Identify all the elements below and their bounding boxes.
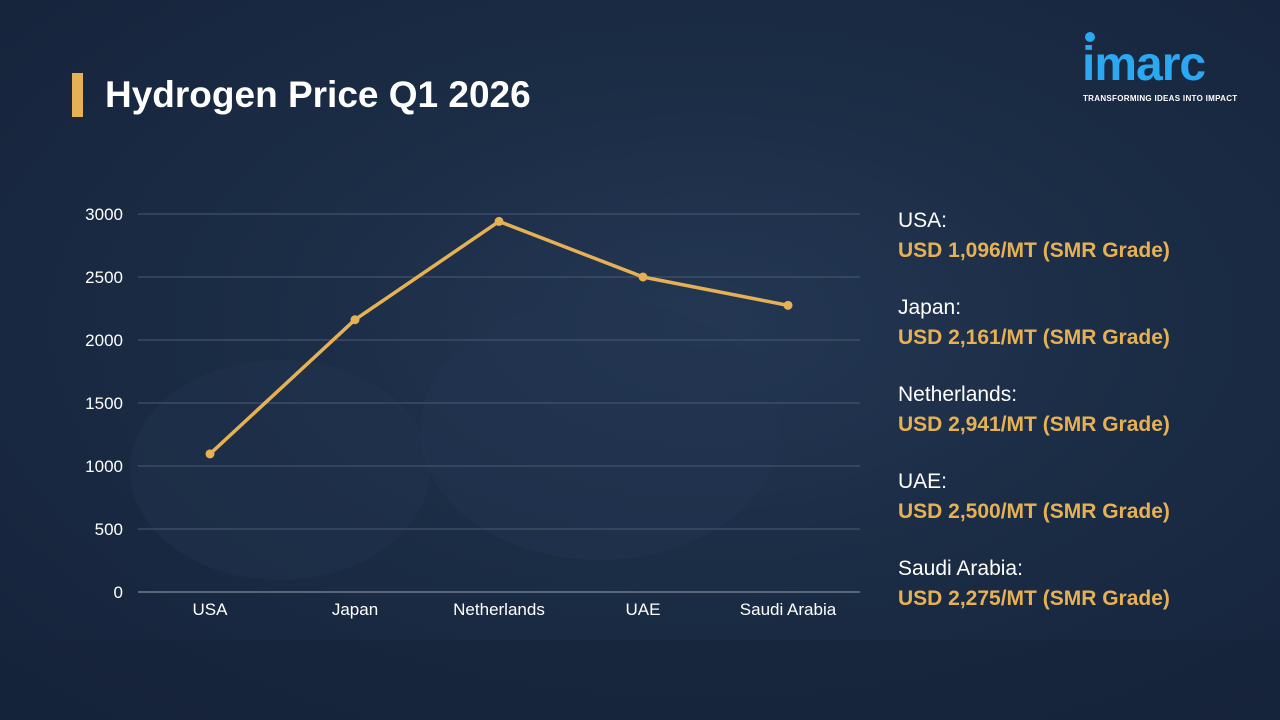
y-tick-label: 1000 [85, 457, 123, 476]
x-tick-label: USA [193, 600, 229, 619]
data-point [350, 315, 360, 325]
series-line [208, 219, 789, 456]
data-point [783, 300, 793, 310]
y-tick-label: 0 [114, 583, 123, 602]
price-value: USD 2,500/MT (SMR Grade) [898, 500, 1170, 523]
price-entry: Saudi Arabia: USD 2,275/MT (SMR Grade) [898, 555, 1170, 642]
x-tick-label: UAE [626, 600, 661, 619]
logo-dot [1085, 32, 1095, 42]
data-point [494, 216, 504, 226]
country-label: UAE: [898, 470, 948, 493]
price-entry: USA: USD 1,096/MT (SMR Grade) [898, 207, 1170, 294]
logo-tagline: TRANSFORMING IDEAS INTO IMPACT [1083, 94, 1238, 103]
x-tick-label: Japan [332, 600, 378, 619]
price-value: USD 2,941/MT (SMR Grade) [898, 413, 1170, 436]
y-tick-label: 2000 [85, 331, 123, 350]
price-entry: UAE: USD 2,500/MT (SMR Grade) [898, 468, 1170, 555]
country-label: Saudi Arabia: [898, 557, 1023, 580]
price-entry: Netherlands: USD 2,941/MT (SMR Grade) [898, 381, 1170, 468]
imarc-logo: imarc TRANSFORMING IDEAS INTO IMPACT [1082, 32, 1247, 108]
price-entry: Japan: USD 2,161/MT (SMR Grade) [898, 294, 1170, 381]
y-tick-label: 1500 [85, 394, 123, 413]
country-label: Japan: [898, 296, 962, 319]
price-value: USD 2,161/MT (SMR Grade) [898, 326, 1170, 349]
x-tick-label: Saudi Arabia [740, 600, 837, 619]
y-tick-label: 500 [95, 520, 123, 539]
country-label: USA: [898, 209, 948, 232]
price-value: USD 1,096/MT (SMR Grade) [898, 239, 1170, 262]
logo-word: imarc [1082, 38, 1206, 91]
y-tick-label: 3000 [85, 205, 123, 224]
price-list: USA: USD 1,096/MT (SMR Grade) Japan: USD 2,… [898, 207, 1170, 642]
x-tick-label: Netherlands [453, 600, 545, 619]
data-point [205, 449, 215, 459]
data-point [638, 272, 648, 282]
title-accent-bar [72, 73, 83, 117]
price-value: USD 2,275/MT (SMR Grade) [898, 587, 1170, 610]
y-tick-label: 2500 [85, 268, 123, 287]
country-label: Netherlands: [898, 383, 1018, 406]
page-title: Hydrogen Price Q1 2026 [105, 74, 531, 115]
